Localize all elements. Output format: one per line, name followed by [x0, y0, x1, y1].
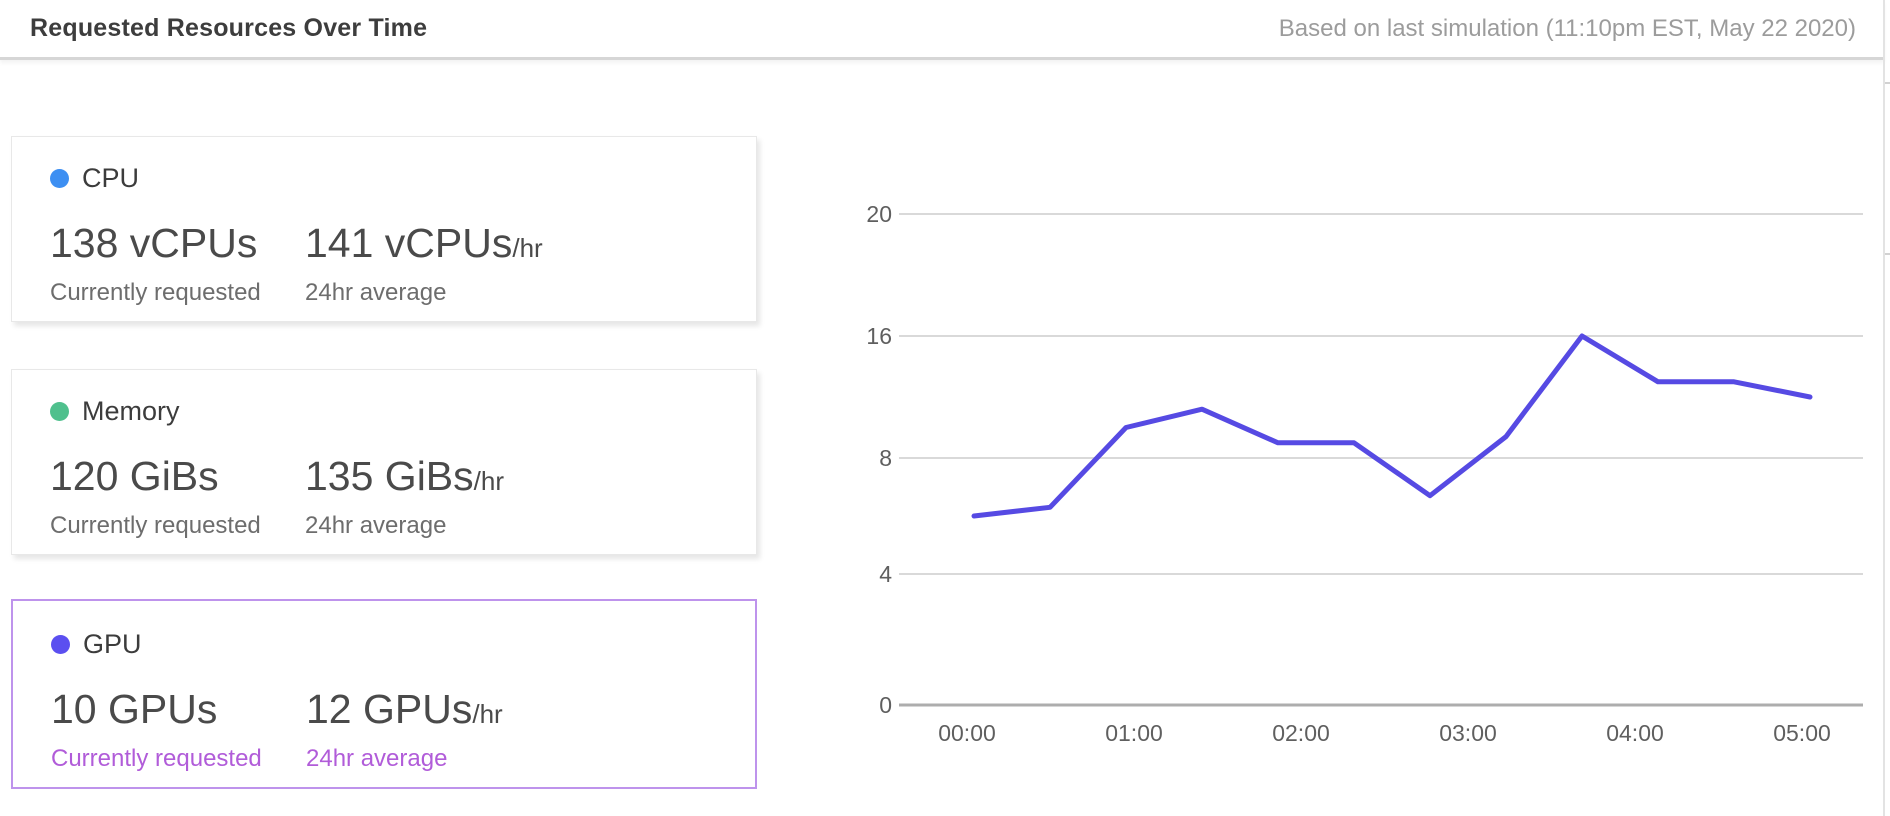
svg-text:03:00: 03:00 — [1439, 720, 1497, 746]
scrollbar-tick-top — [1885, 82, 1890, 84]
card-header: GPU — [51, 629, 725, 660]
memory-current-value: 120 GiBs — [50, 453, 219, 499]
svg-text:4: 4 — [879, 561, 892, 587]
right-panel-divider — [1883, 0, 1885, 816]
memory-current-caption: Currently requested — [50, 512, 261, 540]
simulation-timestamp-note: Based on last simulation (11:10pm EST, M… — [1278, 14, 1856, 42]
gpu-current-value: 10 GPUs — [51, 686, 218, 732]
card-values: 120 GiBs Currently requested 135 GiBs/hr… — [50, 453, 726, 540]
header: Requested Resources Over Time Based on l… — [0, 0, 1884, 60]
page-title: Requested Resources Over Time — [30, 14, 428, 42]
cpu-legend-dot-icon — [50, 169, 69, 188]
svg-text:02:00: 02:00 — [1272, 720, 1330, 746]
per-hour-suffix: /hr — [473, 466, 504, 496]
memory-average-value: 135 GiBs/hr — [305, 453, 504, 499]
gpu-current-caption: Currently requested — [51, 745, 262, 773]
card-header: CPU — [50, 163, 726, 194]
resource-card-memory[interactable]: Memory 120 GiBs Currently requested 135 … — [11, 369, 757, 555]
memory-average-caption: 24hr average — [305, 512, 447, 540]
resource-card-cpu[interactable]: CPU 138 vCPUs Currently requested 141 vC… — [11, 136, 757, 322]
scrollbar-tick-bottom — [1885, 253, 1890, 255]
svg-text:00:00: 00:00 — [938, 720, 996, 746]
card-label: GPU — [83, 629, 142, 659]
cpu-current-caption: Currently requested — [50, 279, 261, 307]
resource-card-gpu-selected[interactable]: GPU 10 GPUs Currently requested 12 GPUs/… — [11, 599, 757, 789]
resource-cards: CPU 138 vCPUs Currently requested 141 vC… — [11, 136, 759, 789]
card-values: 10 GPUs Currently requested 12 GPUs/hr 2… — [51, 686, 725, 773]
svg-text:04:00: 04:00 — [1606, 720, 1664, 746]
cpu-average-caption: 24hr average — [305, 279, 447, 307]
card-header: Memory — [50, 396, 726, 427]
card-values: 138 vCPUs Currently requested 141 vCPUs/… — [50, 220, 726, 307]
gpu-average-value: 12 GPUs/hr — [306, 686, 503, 732]
cpu-current-value: 138 vCPUs — [50, 220, 258, 266]
svg-text:16: 16 — [866, 323, 892, 349]
gpu-average-caption: 24hr average — [306, 745, 448, 773]
svg-text:20: 20 — [866, 201, 892, 227]
per-hour-suffix: /hr — [472, 699, 503, 729]
per-hour-suffix: /hr — [512, 233, 543, 263]
memory-legend-dot-icon — [50, 402, 69, 421]
card-label: CPU — [82, 163, 140, 193]
svg-text:01:00: 01:00 — [1105, 720, 1163, 746]
svg-text:05:00: 05:00 — [1773, 720, 1831, 746]
svg-text:8: 8 — [879, 445, 892, 471]
card-label: Memory — [82, 396, 180, 426]
gpu-legend-dot-icon — [51, 635, 70, 654]
svg-text:0: 0 — [879, 692, 892, 718]
cpu-average-value: 141 vCPUs/hr — [305, 220, 543, 266]
